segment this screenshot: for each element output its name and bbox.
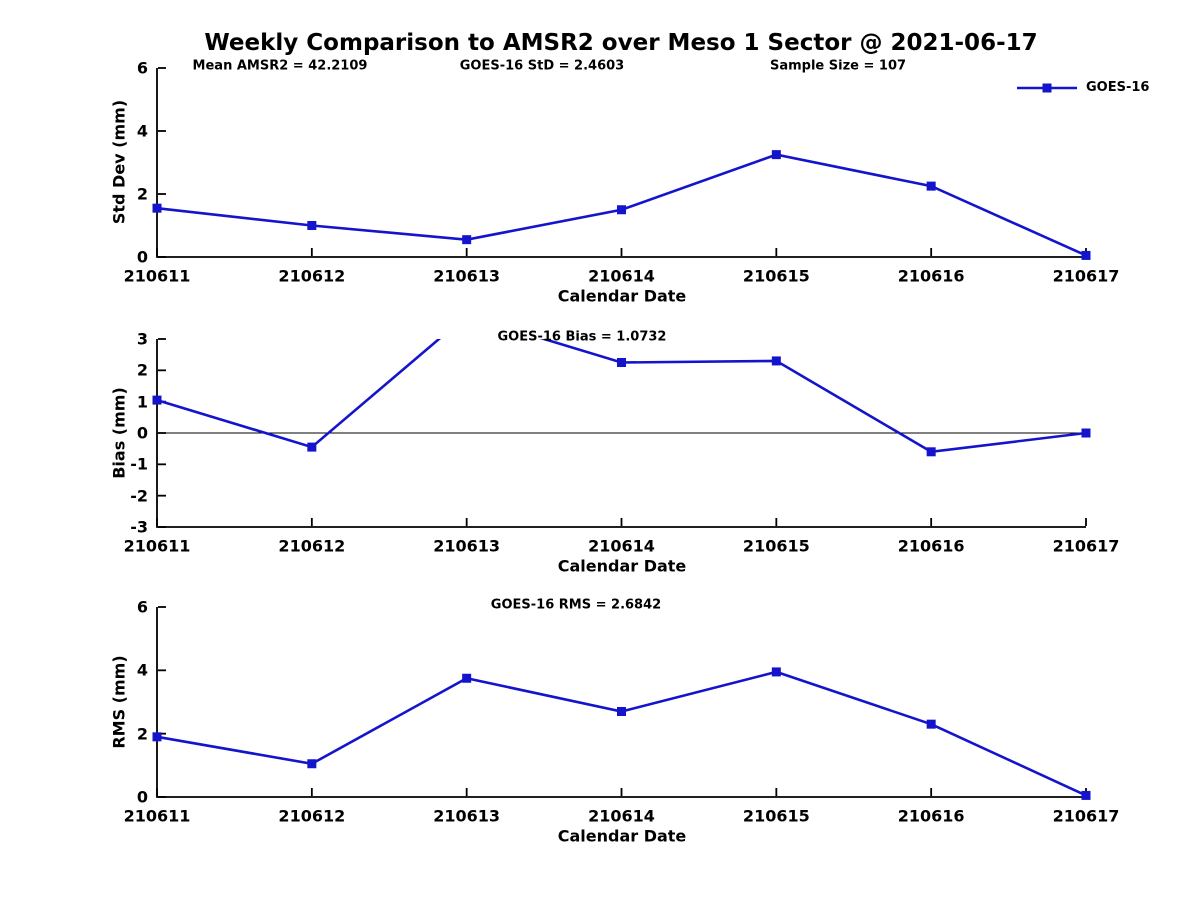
legend-label: GOES-16 bbox=[1086, 80, 1150, 95]
data-point-marker bbox=[307, 442, 317, 452]
y-tick-label: 4 bbox=[136, 660, 148, 680]
annotation-sample-size: Sample Size = 107 bbox=[769, 58, 907, 74]
annotation-goes16-bias: GOES-16 Bias = 1.0732 bbox=[497, 329, 667, 345]
legend-line-swatch bbox=[1017, 83, 1077, 93]
y-tick-label: -2 bbox=[130, 486, 148, 506]
y-axis-label-rms: RMS (mm) bbox=[109, 655, 129, 749]
y-tick-label: 3 bbox=[136, 329, 148, 349]
data-point-marker bbox=[1081, 428, 1091, 438]
x-tick-label: 210612 bbox=[278, 536, 346, 556]
x-axis-label-rms: Calendar Date bbox=[557, 826, 687, 846]
x-axis-label-stddev: Calendar Date bbox=[557, 286, 687, 306]
y-tick-label: 1 bbox=[136, 392, 148, 412]
x-tick-label: 210616 bbox=[897, 806, 965, 826]
x-tick-label: 210611 bbox=[123, 536, 191, 556]
annotation-goes16-rms: GOES-16 RMS = 2.6842 bbox=[490, 597, 662, 613]
legend-square-marker-icon bbox=[1042, 83, 1052, 93]
y-axis-label-bias: Bias (mm) bbox=[109, 387, 129, 479]
data-point-marker bbox=[307, 759, 317, 769]
x-tick-label: 210616 bbox=[897, 266, 965, 286]
x-tick-label: 210615 bbox=[742, 266, 810, 286]
data-point-marker bbox=[617, 707, 626, 716]
y-tick-label: 0 bbox=[136, 787, 148, 807]
data-point-marker bbox=[152, 203, 162, 213]
data-point-marker bbox=[926, 447, 936, 457]
y-tick-label: 2 bbox=[136, 360, 148, 380]
x-tick-label: 210614 bbox=[588, 536, 655, 556]
data-point-marker bbox=[617, 358, 626, 367]
data-point-marker bbox=[152, 395, 162, 405]
y-tick-label: 6 bbox=[136, 597, 148, 617]
x-tick-label: 210615 bbox=[742, 536, 810, 556]
x-tick-label: 210616 bbox=[897, 536, 965, 556]
y-axis-label-stddev: Std Dev (mm) bbox=[109, 99, 129, 225]
y-tick-label: 2 bbox=[136, 184, 148, 204]
x-tick-label: 210613 bbox=[433, 806, 501, 826]
x-tick-label: 210615 bbox=[742, 806, 810, 826]
x-tick-label: 210612 bbox=[278, 266, 346, 286]
series-line-goes-16 bbox=[156, 670, 1087, 797]
data-point-marker bbox=[926, 181, 936, 191]
x-tick-label: 210611 bbox=[123, 266, 191, 286]
x-tick-label: 210617 bbox=[1052, 536, 1120, 556]
data-point-marker bbox=[771, 667, 781, 677]
annotation-goes16-std: GOES-16 StD = 2.4603 bbox=[459, 58, 625, 74]
y-tick-label: 0 bbox=[136, 423, 148, 443]
data-point-marker bbox=[1081, 250, 1091, 260]
axis-spines bbox=[156, 607, 1086, 798]
data-point-marker bbox=[462, 673, 472, 683]
data-point-marker bbox=[771, 150, 781, 160]
data-point-marker bbox=[462, 235, 472, 245]
y-tick-label: -3 bbox=[130, 517, 148, 537]
data-point-marker bbox=[617, 205, 626, 215]
annotation-mean-amsr2: Mean AMSR2 = 42.2109 bbox=[192, 58, 368, 74]
x-axis-label-bias: Calendar Date bbox=[557, 556, 687, 576]
x-tick-label: 210614 bbox=[588, 266, 655, 286]
x-tick-label: 210613 bbox=[433, 536, 501, 556]
y-tick-label: 4 bbox=[136, 121, 148, 141]
x-tick-label: 210614 bbox=[588, 806, 655, 826]
data-point-marker bbox=[307, 221, 317, 230]
axis-spines bbox=[156, 68, 1086, 258]
y-tick-label: 6 bbox=[136, 58, 148, 78]
x-tick-label: 210613 bbox=[433, 266, 501, 286]
y-tick-label: 2 bbox=[136, 724, 148, 744]
data-point-marker bbox=[1081, 790, 1091, 800]
y-tick-label: -1 bbox=[130, 454, 148, 474]
x-tick-label: 210617 bbox=[1052, 806, 1120, 826]
data-point-marker bbox=[926, 719, 936, 729]
x-tick-label: 210612 bbox=[278, 806, 346, 826]
data-point-marker bbox=[152, 732, 162, 742]
chart-title: Weekly Comparison to AMSR2 over Meso 1 S… bbox=[204, 30, 1038, 56]
y-tick-label: 0 bbox=[136, 247, 148, 267]
x-tick-label: 210611 bbox=[123, 806, 191, 826]
x-tick-label: 210617 bbox=[1052, 266, 1120, 286]
data-point-marker bbox=[771, 356, 781, 366]
series-line-goes-16 bbox=[156, 153, 1087, 257]
legend: GOES-16 bbox=[1016, 81, 1149, 95]
